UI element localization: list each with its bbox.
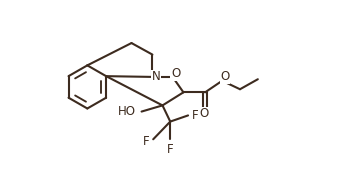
Text: N: N — [152, 70, 161, 83]
Text: O: O — [171, 67, 180, 80]
Text: HO: HO — [118, 105, 136, 118]
Text: F: F — [167, 143, 174, 156]
Text: F: F — [143, 135, 149, 148]
Text: F: F — [192, 109, 199, 122]
Text: O: O — [221, 70, 230, 83]
Text: O: O — [200, 107, 209, 120]
